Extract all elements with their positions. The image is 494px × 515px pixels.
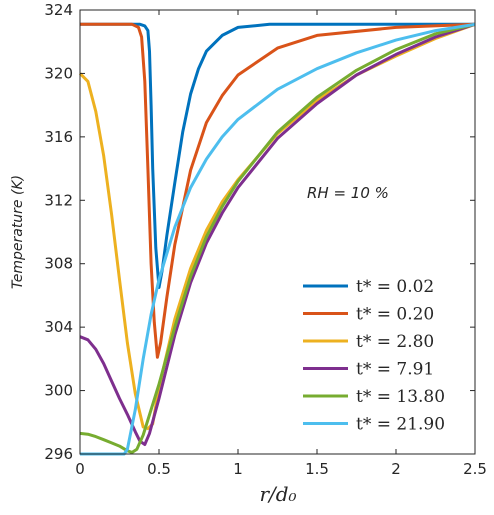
rh-annotation: RH = 10 % [307,184,389,202]
x-tick-label: 1 [233,460,243,478]
axes-layer: 0 0.5 1 1.5 2 2.5 296 300 304 308 312 316 320 324 [44,1,487,478]
legend-label: t* = 21.90 [356,415,445,435]
y-tick-label: 308 [44,255,73,273]
x-axis-label: r/d₀ [259,482,296,506]
y-tick-label: 324 [44,1,73,19]
legend-label: t* = 13.80 [356,387,445,407]
x-tick-label: 0.5 [147,460,171,478]
x-tick-label: 2.5 [463,460,487,478]
series-line-4 [79,22,476,454]
y-tick-label: 312 [44,191,73,209]
y-tick-label: 300 [44,382,73,400]
legend-label: t* = 0.20 [356,305,434,325]
x-tick-label: 2 [391,460,401,478]
series-line-5 [80,22,476,456]
plot-frame [79,9,476,455]
x-tick-label: 1.5 [305,460,329,478]
y-tick-label: 316 [44,128,73,146]
legend-label: t* = 7.91 [356,360,434,380]
y-axis-label: Temperature (K) [10,175,26,289]
y-tick-label: 320 [44,64,73,82]
y-tick-label: 296 [44,445,73,463]
series-line-3 [79,22,476,446]
x-tick-label: 0 [75,460,85,478]
legend-label: t* = 2.80 [356,332,434,352]
series-line-1 [80,22,476,359]
legend-label: t* = 0.02 [356,277,434,297]
series-line-0 [80,22,475,289]
legend: t* = 0.02 t* = 0.20 t* = 2.80 t* = 7.91 t* =… [303,277,445,435]
series-layer [78,22,476,456]
y-tick-label: 304 [44,318,73,336]
